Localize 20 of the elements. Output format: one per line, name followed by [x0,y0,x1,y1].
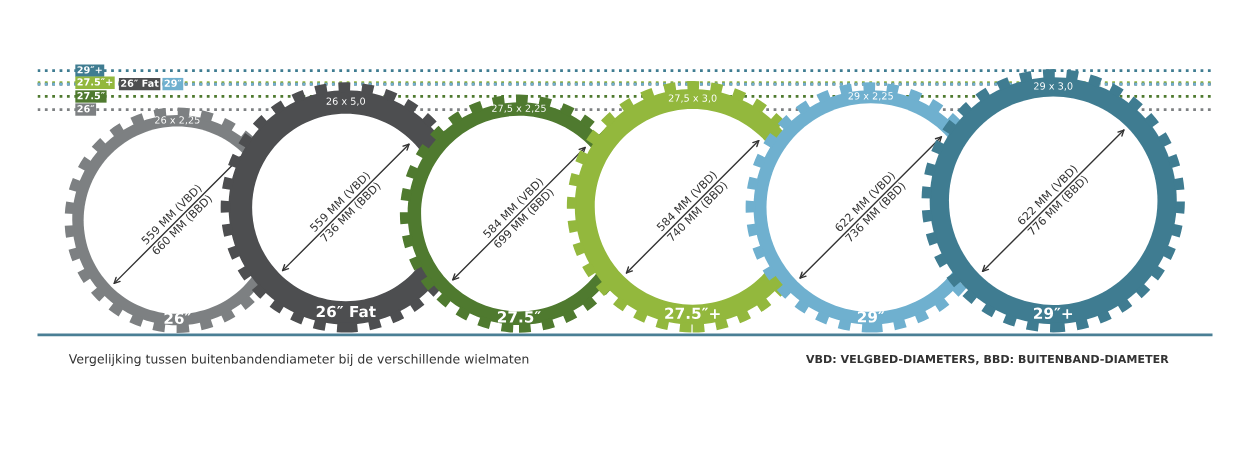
category-label: 29″+ [1033,307,1073,320]
category-label: 27.5″ [77,91,105,100]
category-label: 27.5″ [497,311,541,323]
text: Vergelijking tussen buitenbandendiameter bij de verschillende wielmaten [68,353,529,367]
text: 29 x 2,25 [848,92,893,101]
text: 26 x 2,25 [155,116,200,125]
text: 27,5 x 3,0 [668,94,717,103]
category-label: 26″ Fat [316,305,376,318]
text: 29 x 3,0 [1034,82,1073,91]
text: 27,5 x 2,25 [492,104,546,113]
category-label: 29″ [857,311,885,323]
category-label: 27.5″+ [77,78,113,86]
category-label: 29″ [164,79,182,87]
category-label: 27.5″+ [665,307,720,320]
text: 26 x 5,0 [326,97,366,106]
category-label: 26″ Fat [121,79,159,87]
category-label: 26″ [164,312,192,324]
text: VBD: VELGBED-DIAMETERS, BBD: BUITENBAND-DIAMETER [805,354,1169,365]
category-label: 29″+ [77,66,102,74]
category-label: 26″ [77,105,95,113]
